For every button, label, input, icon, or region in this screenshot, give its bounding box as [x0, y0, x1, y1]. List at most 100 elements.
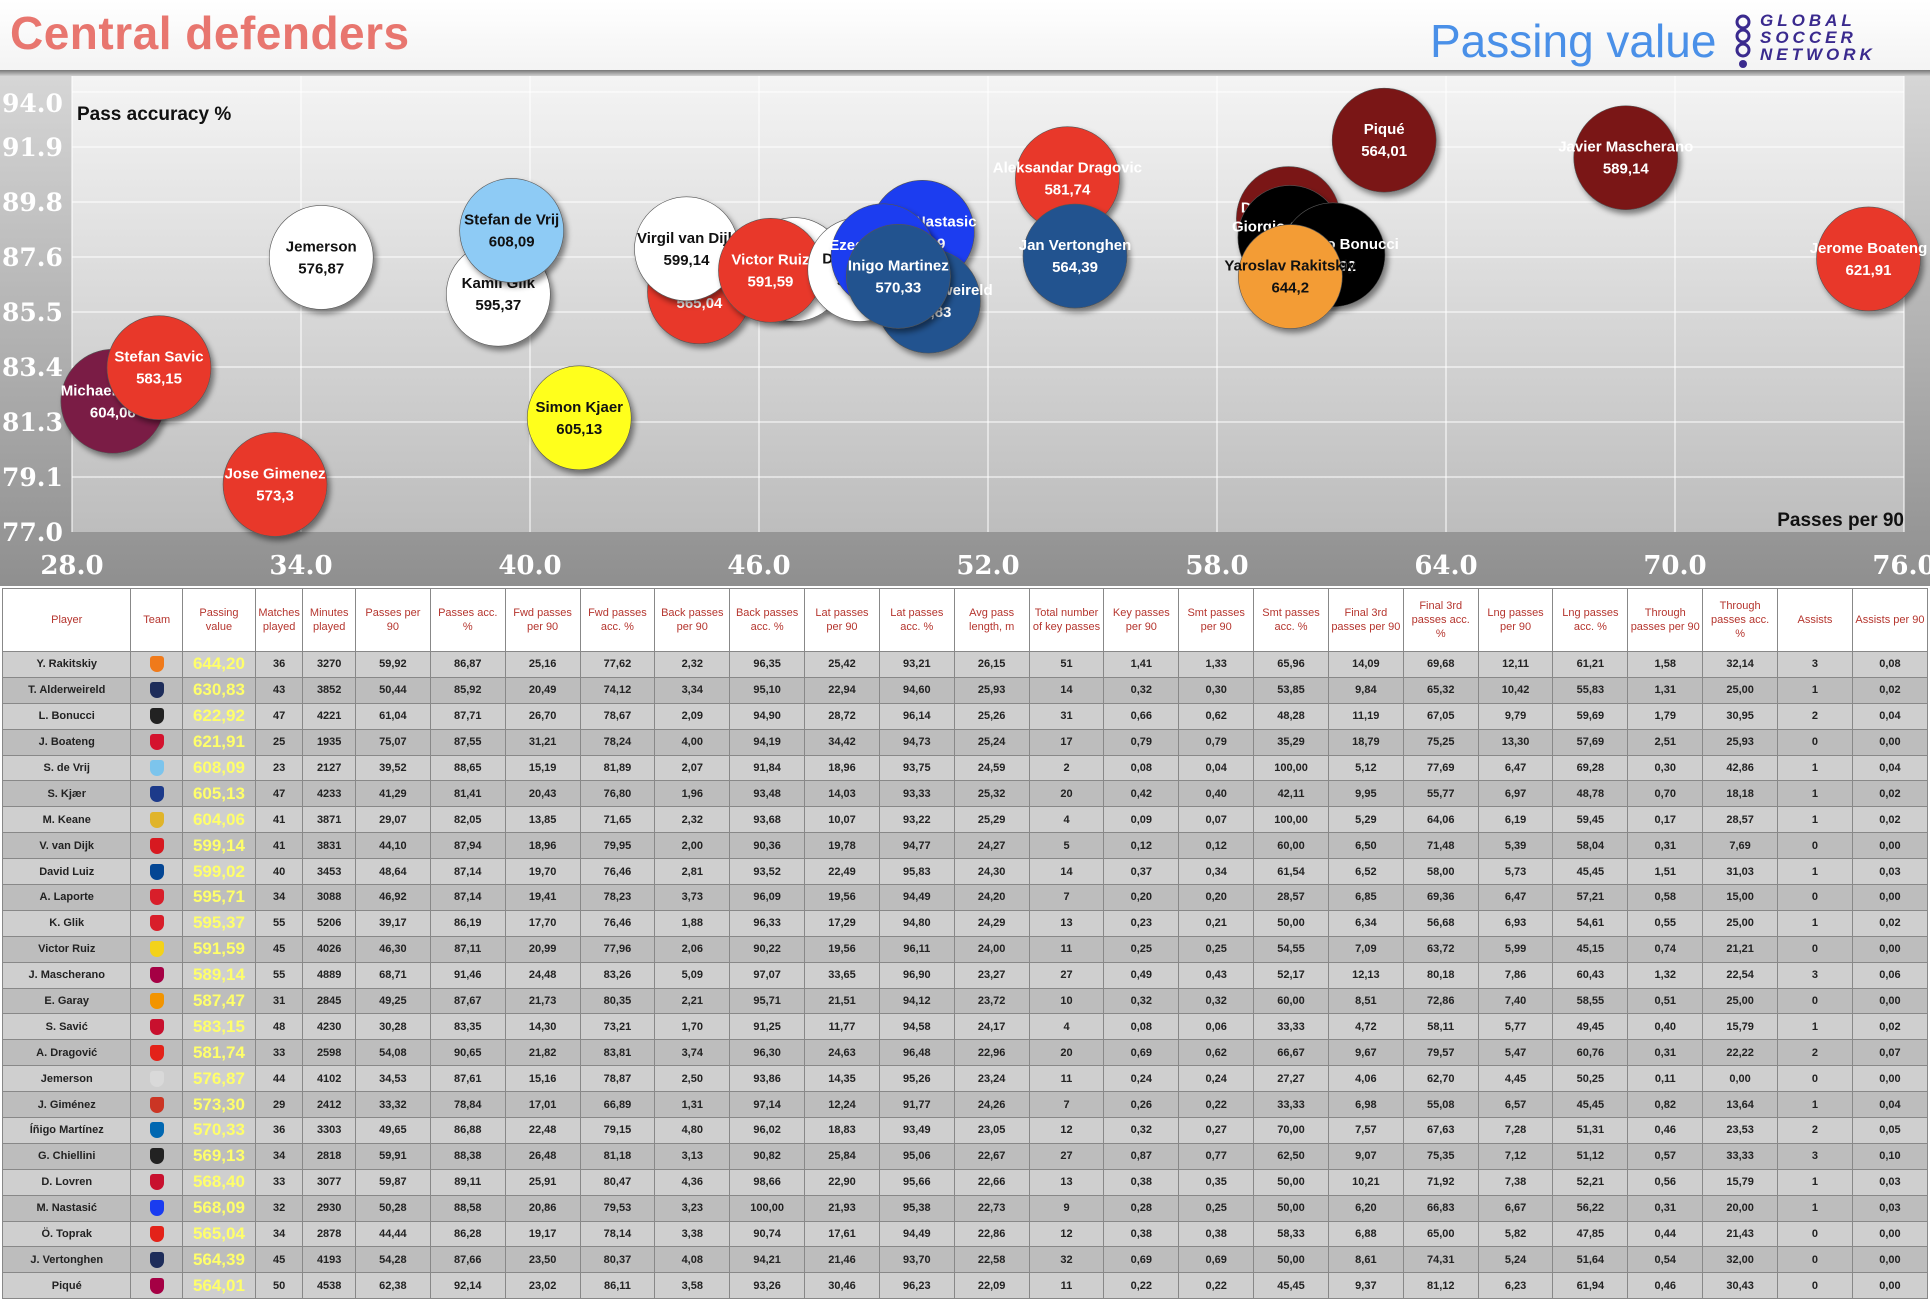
stat-cell: 0,79 — [1178, 728, 1255, 756]
stat-cell: 94,49 — [878, 884, 955, 911]
point-value-label: 581,74 — [1044, 182, 1091, 199]
table-row: J. Boateng 621,91 25 1935 75,07 87,55 31,21 78,… — [1, 728, 1929, 756]
stat-cell: 0,08 — [1103, 754, 1180, 782]
team-crest-icon — [149, 1200, 164, 1217]
stat-cell: 93,70 — [878, 1246, 955, 1274]
column-header: Matches played — [254, 588, 304, 652]
stat-cell: 24,27 — [953, 832, 1030, 860]
stat-cell: 0,32 — [1178, 987, 1255, 1015]
point-name-label: Jemerson — [286, 238, 357, 255]
team-crest-icon — [149, 682, 164, 699]
stat-cell: 4,08 — [654, 1246, 731, 1274]
stat-cell: 91,46 — [429, 961, 506, 989]
passing-value-cell: 583,15 — [182, 1013, 256, 1041]
stat-cell: 45 — [254, 1246, 304, 1274]
stat-cell: 2127 — [302, 754, 356, 782]
stat-cell: 80,37 — [579, 1246, 656, 1274]
stat-cell: 34,53 — [354, 1065, 431, 1093]
table-row: S. de Vrij 608,09 23 2127 39,52 88,65 15,19 81,… — [1, 754, 1929, 782]
team-cell — [130, 1220, 184, 1248]
stat-cell: 80,47 — [579, 1168, 656, 1196]
stat-cell: 12 — [1028, 1117, 1105, 1144]
passing-value-cell: 569,13 — [182, 1142, 256, 1170]
stat-cell: 1 — [1777, 806, 1853, 834]
stat-cell: 25,29 — [953, 806, 1030, 834]
team-crest-icon — [149, 811, 164, 828]
stat-cell: 93,26 — [729, 1272, 806, 1300]
stat-cell: 0,00 — [1851, 935, 1929, 963]
stat-cell: 79,57 — [1402, 1039, 1479, 1067]
stat-cell: 10,21 — [1327, 1168, 1404, 1196]
point-name-label: Jerome Boateng — [1810, 240, 1928, 257]
stat-cell: 34 — [254, 1220, 304, 1248]
stat-cell: 65,32 — [1402, 676, 1479, 704]
column-header: Through passes per 90 — [1627, 588, 1704, 652]
table-row: M. Keane 604,06 41 3871 29,07 82,05 13,85 71,65… — [1, 806, 1929, 834]
stat-cell: 11 — [1028, 1272, 1105, 1300]
stat-cell: 0,56 — [1627, 1168, 1704, 1196]
stat-cell: 3 — [1777, 961, 1853, 989]
stat-cell: 3303 — [302, 1117, 356, 1144]
stat-cell: 7,38 — [1477, 1168, 1554, 1196]
data-point: Yaroslav Rakitskiy 644,2 — [1224, 224, 1357, 329]
data-point: Virgil van Dijk 599,14 — [634, 196, 739, 302]
team-cell — [130, 1117, 184, 1144]
stat-cell: 6,47 — [1477, 884, 1554, 911]
stat-cell: 9,37 — [1327, 1272, 1404, 1300]
stat-cell: 27,27 — [1253, 1065, 1329, 1093]
column-header: Passes acc. % — [429, 588, 506, 652]
point-value-label: 583,15 — [136, 371, 182, 388]
stat-cell: 75,07 — [354, 728, 431, 756]
stat-cell: 0 — [1777, 832, 1853, 860]
stat-cell: 4,06 — [1327, 1065, 1404, 1093]
stat-cell: 20,00 — [1702, 1194, 1779, 1222]
stat-cell: 56,22 — [1552, 1194, 1629, 1222]
stat-cell: 0,00 — [1851, 884, 1929, 911]
stat-cell: 0 — [1777, 1220, 1853, 1248]
stat-cell: 87,11 — [429, 935, 506, 963]
stat-cell: 34,42 — [804, 728, 880, 756]
stat-cell: 55,83 — [1552, 676, 1629, 704]
point-name-label: Jose Gimenez — [225, 465, 326, 482]
stat-cell: 29,07 — [354, 806, 431, 834]
stat-cell: 94,19 — [729, 728, 806, 756]
stat-cell: 0,12 — [1178, 832, 1255, 860]
page-title: Central defenders — [10, 7, 410, 59]
stat-cell: 50,28 — [354, 1194, 431, 1222]
stat-cell: 96,30 — [729, 1039, 806, 1067]
stat-cell: 0,22 — [1178, 1091, 1255, 1119]
player-cell: K. Glik — [1, 909, 132, 937]
stat-cell: 96,35 — [729, 651, 806, 678]
stat-cell: 11,19 — [1327, 702, 1404, 730]
stat-cell: 94,60 — [878, 676, 955, 704]
team-cell — [130, 1091, 184, 1119]
stat-cell: 17,29 — [804, 909, 880, 937]
stat-cell: 31,03 — [1702, 858, 1779, 886]
stat-cell: 25 — [254, 728, 304, 756]
stat-cell: 6,85 — [1327, 884, 1404, 911]
stat-cell: 4233 — [302, 780, 356, 808]
stat-cell: 55 — [254, 909, 304, 937]
data-point: Javier Mascherano 589,14 — [1558, 105, 1693, 211]
stat-cell: 24,59 — [953, 754, 1030, 782]
stat-cell: 0,03 — [1851, 1194, 1929, 1222]
stat-cell: 23,24 — [953, 1065, 1030, 1093]
stat-cell: 15,19 — [504, 754, 581, 782]
stat-cell: 0,00 — [1851, 1272, 1929, 1300]
table-row: S. Savić 583,15 48 4230 30,28 83,35 14,30 73,21… — [1, 1013, 1929, 1041]
column-header: Avg pass length, m — [953, 588, 1030, 652]
stat-cell: 12 — [1028, 1220, 1105, 1248]
stat-cell: 50,25 — [1552, 1065, 1629, 1093]
stat-cell: 0,31 — [1627, 1039, 1704, 1067]
stat-cell: 20 — [1028, 1039, 1105, 1067]
stat-cell: 54,08 — [354, 1039, 431, 1067]
stat-cell: 20,49 — [504, 676, 581, 704]
team-cell — [130, 987, 184, 1015]
column-header: Lng passes acc. % — [1552, 588, 1629, 652]
stat-cell: 7,86 — [1477, 961, 1554, 989]
stat-cell: 2,51 — [1627, 728, 1704, 756]
stat-cell: 19,41 — [504, 884, 581, 911]
stat-cell: 15,79 — [1702, 1013, 1779, 1041]
stat-cell: 23 — [254, 754, 304, 782]
team-cell — [130, 1272, 184, 1300]
